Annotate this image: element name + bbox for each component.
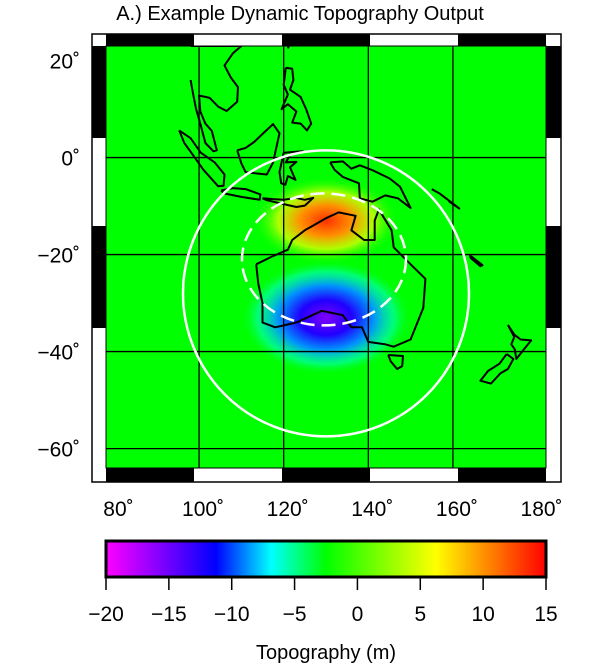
frame-checkerboard bbox=[92, 34, 561, 482]
colorbar-tick-label: 15 bbox=[534, 603, 557, 626]
colorbar-ticks: −20 −15 −10 −5 0 5 10 15 bbox=[88, 577, 558, 626]
lon-tick-labels: 80˚ 100˚ 120˚ 140˚ 160˚ 180˚ bbox=[103, 498, 562, 521]
lat-tick-label: 0˚ bbox=[61, 148, 80, 171]
colorbar bbox=[104, 539, 548, 579]
subsidence-anomaly bbox=[240, 259, 412, 376]
coast-java bbox=[220, 187, 262, 201]
lon-tick-label: 100˚ bbox=[182, 498, 224, 521]
outer-circle bbox=[181, 149, 471, 438]
coastlines bbox=[178, 46, 533, 385]
figure-title: A.) Example Dynamic Topography Output bbox=[116, 3, 484, 25]
coast-sumatra bbox=[178, 129, 226, 188]
lat-tick-label: −60˚ bbox=[37, 439, 80, 462]
colorbar-tick-label: 10 bbox=[471, 603, 494, 626]
map-inner-border bbox=[105, 45, 547, 469]
colorbar-tick-label: −20 bbox=[88, 603, 124, 626]
coast-tasmania bbox=[387, 354, 404, 370]
lon-tick-label: 180˚ bbox=[521, 498, 563, 521]
lon-tick-label: 80˚ bbox=[103, 498, 133, 521]
colorbar-tick-label: 5 bbox=[414, 603, 426, 626]
coast-new-caledonia bbox=[468, 254, 484, 268]
lon-tick-label: 160˚ bbox=[436, 498, 478, 521]
lat-tick-label: −40˚ bbox=[37, 342, 80, 365]
coast-nz-north bbox=[507, 324, 533, 360]
coast-indochina bbox=[189, 46, 243, 153]
coast-new-guinea bbox=[329, 160, 412, 209]
colorbar-tick-label: 0 bbox=[352, 603, 364, 626]
lon-tick-label: 140˚ bbox=[351, 498, 393, 521]
uplift-anomaly bbox=[252, 176, 400, 265]
coast-solomon bbox=[431, 188, 461, 210]
colorbar-tick-label: −10 bbox=[214, 603, 250, 626]
colorbar-label: Topography (m) bbox=[256, 642, 396, 664]
dashed-ring bbox=[240, 192, 408, 327]
coast-philippines bbox=[280, 66, 313, 132]
colorbar-tick-label: −5 bbox=[283, 603, 307, 626]
coast-nz-south bbox=[479, 353, 515, 385]
lat-tick-label: 20˚ bbox=[50, 51, 80, 74]
colorbar-tick-label: −15 bbox=[151, 603, 187, 626]
coast-lesser-sunda bbox=[262, 196, 315, 208]
coast-borneo bbox=[236, 123, 281, 176]
map-area bbox=[106, 46, 546, 468]
coast-luzon-strait bbox=[286, 46, 290, 49]
lat-tick-labels: 20˚ 0˚ −20˚ −40˚ −60˚ bbox=[37, 51, 80, 462]
lon-tick-label: 120˚ bbox=[267, 498, 309, 521]
lat-tick-label: −20˚ bbox=[37, 245, 80, 268]
coast-australia bbox=[255, 208, 427, 348]
